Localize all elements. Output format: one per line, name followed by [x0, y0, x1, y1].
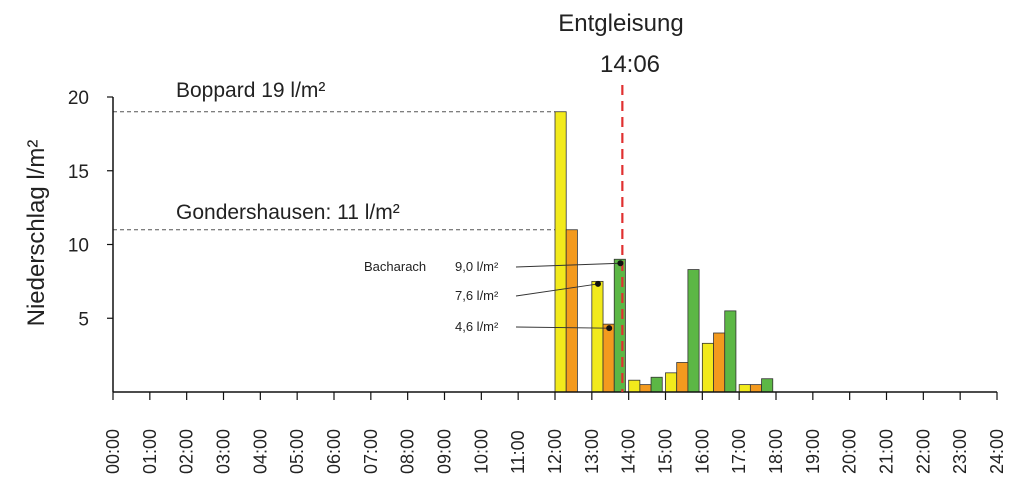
- x-tick-label: 09:00: [435, 429, 455, 474]
- y-axis-label: Niederschlag l/m²: [23, 140, 50, 327]
- bar: [639, 384, 652, 393]
- reference-label: Boppard 19 l/m²: [176, 79, 325, 102]
- bar: [701, 342, 714, 393]
- x-tick-labels: 00:00 01:00 02:00 03:00 04:00 05:00 06:00 07:00…: [103, 392, 1007, 474]
- x-tick-label: 05:00: [287, 429, 307, 474]
- x-tick-label: 16:00: [692, 429, 712, 474]
- x-tick-label: 18:00: [766, 429, 786, 474]
- x-tick-label: 07:00: [361, 429, 381, 474]
- x-tick-label: 11:00: [508, 430, 528, 474]
- x-tick-label: 15:00: [656, 429, 676, 474]
- bar: [687, 269, 700, 393]
- x-tick-label: 23:00: [950, 429, 970, 474]
- bar: [554, 111, 567, 393]
- bar: [628, 379, 641, 393]
- x-tick-label: 24:00: [987, 429, 1007, 474]
- x-tick-label: 03:00: [214, 429, 234, 474]
- x-tick-label: 14:00: [619, 429, 639, 474]
- annotation-dot: [606, 325, 613, 332]
- x-tick-label: 04:00: [250, 429, 270, 474]
- x-tick-label: 08:00: [398, 429, 418, 474]
- x-tick-label: 21:00: [877, 429, 897, 474]
- bar: [676, 362, 689, 393]
- event-label: Entgleisung: [558, 10, 683, 37]
- leader-line: [515, 262, 621, 268]
- bar: [738, 384, 751, 393]
- x-tick-label: 13:00: [582, 429, 602, 474]
- x-tick-label: 22:00: [913, 429, 933, 474]
- bar: [713, 332, 726, 393]
- x-tick-label: 01:00: [140, 429, 160, 474]
- bar: [749, 384, 762, 393]
- annotation-dot: [617, 260, 624, 267]
- bar: [613, 258, 626, 393]
- y-tick-label: 20: [68, 88, 89, 109]
- event-time: 14:06: [600, 51, 660, 78]
- x-tick-label: 20:00: [840, 429, 860, 474]
- event-marker: Entgleisung 14:06: [558, 10, 684, 392]
- annotation-value: 7,6 l/m²: [455, 288, 499, 303]
- annotation-station: Bacharach: [364, 259, 426, 274]
- annotations: 9,0 l/m² Bacharach 7,6 l/m² 4,6 l/m²: [364, 259, 624, 334]
- bar: [650, 376, 663, 393]
- x-tick-label: 00:00: [103, 429, 123, 474]
- x-tick-label: 02:00: [177, 429, 197, 474]
- annotation-dot: [594, 280, 601, 287]
- bar-series: [554, 111, 774, 393]
- reference-label: Gondershausen: 11 l/m²: [176, 201, 400, 224]
- bar: [665, 372, 678, 393]
- y-tick-label: 10: [68, 236, 89, 257]
- reference-lines: Boppard 19 l/m² Gondershausen: 11 l/m²: [113, 79, 555, 231]
- y-tick-label: 15: [68, 162, 89, 183]
- x-tick-label: 10:00: [471, 429, 491, 474]
- annotation-value: 4,6 l/m²: [455, 319, 499, 334]
- leader-line: [515, 326, 610, 329]
- bar: [591, 280, 604, 393]
- x-tick-label: 12:00: [545, 429, 565, 474]
- annotation-value: 9,0 l/m²: [455, 259, 499, 274]
- x-tick-label: 17:00: [729, 429, 749, 474]
- bar: [565, 229, 578, 393]
- bar: [761, 378, 774, 393]
- y-tick-label: 5: [78, 309, 89, 330]
- leader-line: [515, 283, 599, 297]
- y-tick-labels: 5 10 15 20: [68, 88, 113, 330]
- x-tick-label: 19:00: [803, 429, 823, 474]
- bar: [602, 323, 615, 393]
- bar: [724, 310, 737, 393]
- x-tick-label: 06:00: [324, 429, 344, 474]
